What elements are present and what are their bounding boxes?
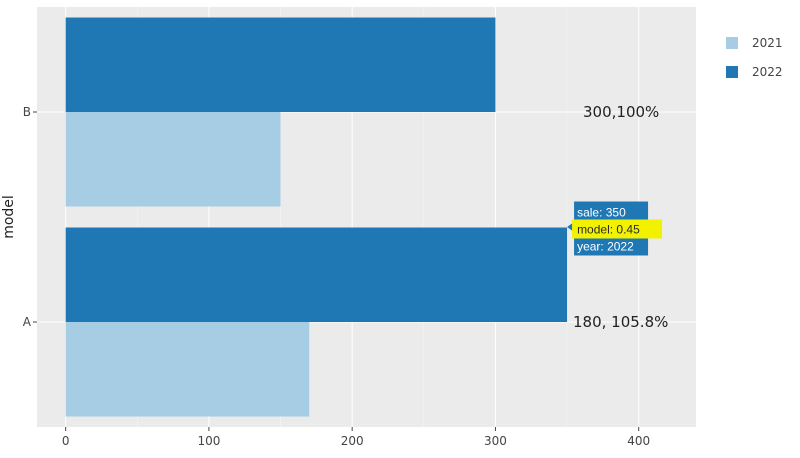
bar-A-2021[interactable] (65, 322, 310, 417)
x-tick-label: 400 (627, 434, 650, 448)
x-tick-label: 100 (197, 434, 220, 448)
bar-A-2022[interactable] (65, 227, 568, 323)
y-tick-label: B (23, 105, 31, 119)
tooltip-line: year: 2022 (577, 240, 634, 254)
legend-swatch-2022[interactable] (726, 66, 738, 78)
legend-label-2022: 2022 (752, 65, 783, 79)
y-axis: AB (23, 105, 37, 329)
y-axis-title: model (1, 195, 17, 239)
x-tick-label: 0 (62, 434, 70, 448)
legend-label-2021: 2021 (752, 36, 783, 50)
x-tick-label: 300 (484, 434, 507, 448)
tooltip-line: model: 0.45 (577, 223, 640, 237)
bar-annotation-A: 180, 105.8% (573, 313, 668, 331)
tooltip-highlight (572, 219, 663, 239)
legend-swatch-2021[interactable] (726, 37, 738, 49)
bar-annotation-B: 300,100% (583, 103, 659, 121)
x-tick-label: 200 (341, 434, 364, 448)
x-axis: 0 100 200 300 400 (62, 427, 650, 448)
bars-layer (65, 17, 568, 417)
hover-tooltip: sale: 350 model: 0.45 year: 2022 (567, 201, 663, 256)
annotations: 180, 105.8% 300,100% (573, 103, 668, 331)
legend: 2021 2022 (726, 36, 783, 79)
bar-B-2022[interactable] (65, 17, 496, 113)
bar-B-2021[interactable] (65, 112, 281, 207)
y-tick-label: A (23, 315, 32, 329)
tooltip-line: sale: 350 (577, 206, 626, 220)
